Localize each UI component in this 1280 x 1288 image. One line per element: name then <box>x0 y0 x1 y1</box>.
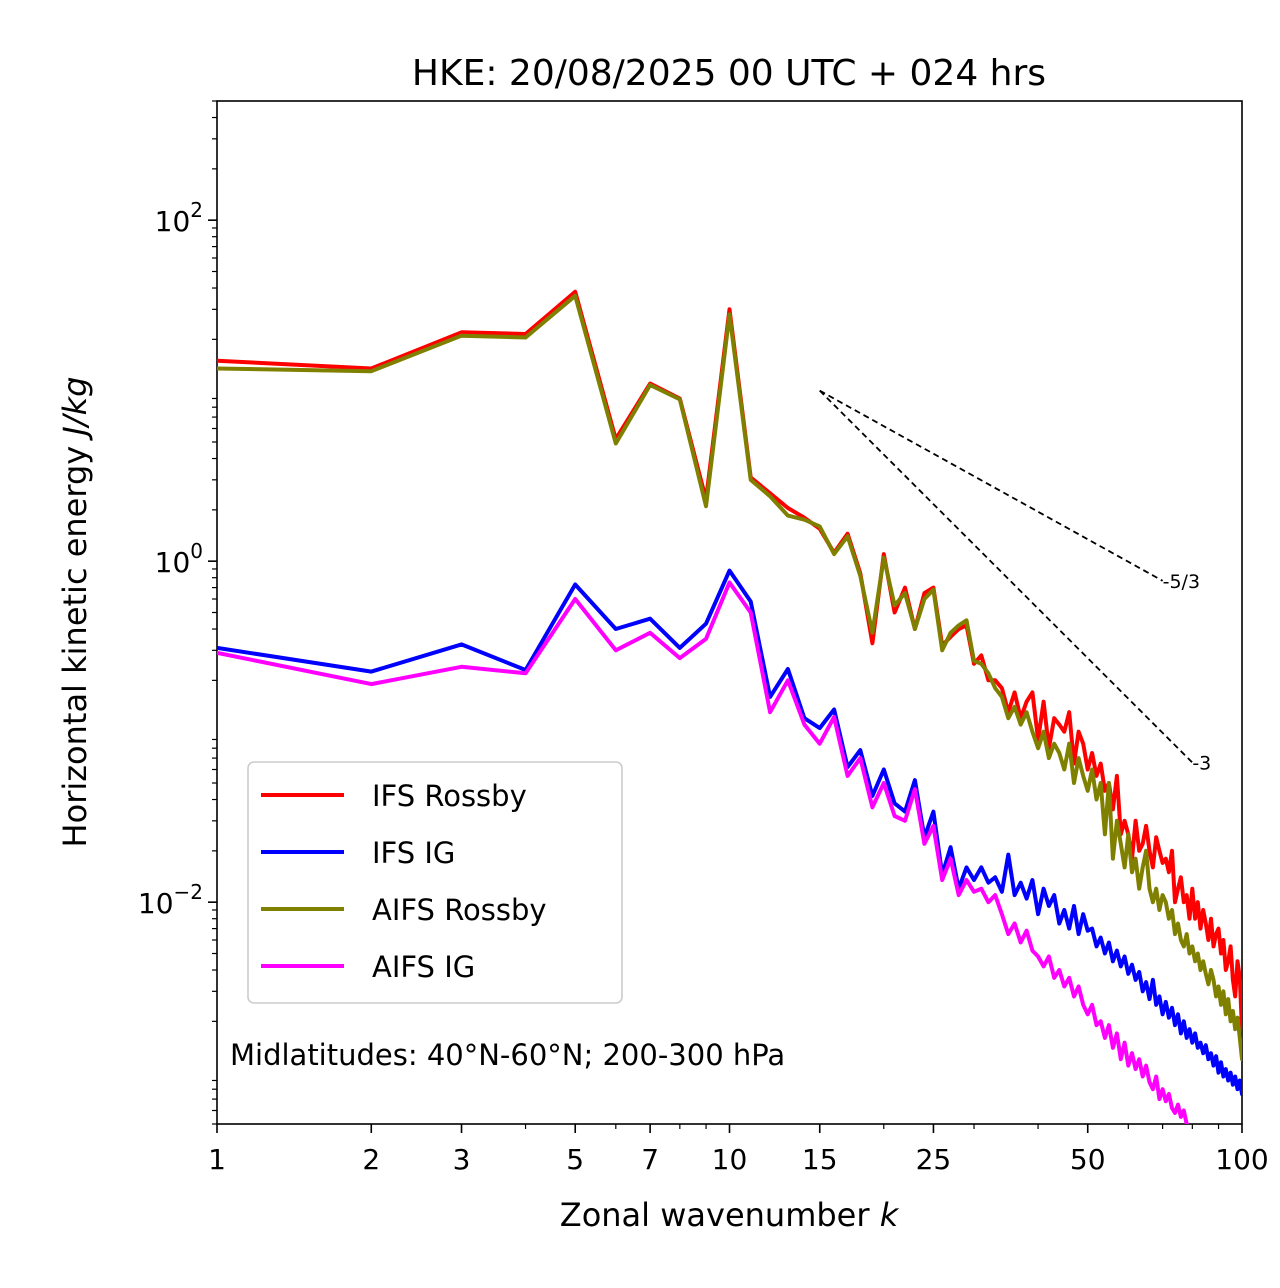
x-tick-label: 7 <box>641 1143 659 1176</box>
series-line-aifs-rossby <box>217 293 1242 1062</box>
x-tick-label: 100 <box>1215 1143 1268 1176</box>
legend-label: AIFS IG <box>372 950 475 984</box>
y-tick-label: 10−2 <box>138 880 203 920</box>
y-tick-label: 100 <box>155 539 203 579</box>
legend: IFS Rossby IFS IG AIFS Rossby AIFS IG <box>247 761 623 1004</box>
legend-box <box>247 761 623 1004</box>
x-tick-label: 15 <box>802 1143 838 1176</box>
series-line-aifs-ig <box>217 580 1190 1124</box>
legend-label: IFS IG <box>372 836 455 870</box>
y-tick-label: 102 <box>155 198 203 238</box>
x-tick-label: 2 <box>362 1143 380 1176</box>
x-tick-label: 3 <box>453 1143 471 1176</box>
chart-title: HKE: 20/08/2025 00 UTC + 024 hrs <box>412 53 1046 94</box>
reference-slopes <box>819 389 1193 764</box>
x-axis-title: Zonal wavenumber k <box>560 1196 900 1234</box>
series-group <box>217 289 1242 1124</box>
series-line-ifs-ig <box>217 568 1242 1096</box>
x-tick-label: 1 <box>208 1143 226 1176</box>
reference-slope-line <box>819 390 1193 764</box>
y-axis-ticks: 10−2 100 102 <box>138 100 217 1125</box>
x-tick-label: 50 <box>1070 1143 1106 1176</box>
reference-slope-labels: -5/3 -3 <box>1163 571 1212 775</box>
x-tick-label: 25 <box>916 1143 952 1176</box>
reference-slope-label: -5/3 <box>1163 571 1200 593</box>
x-tick-label: 5 <box>566 1143 584 1176</box>
reference-slope-label: -3 <box>1192 753 1211 775</box>
region-annotation: Midlatitudes: 40°N-60°N; 200-300 hPa <box>230 1038 785 1072</box>
y-axis-title: Horizontal kinetic energy J/kg <box>56 377 94 848</box>
x-tick-label: 10 <box>712 1143 748 1176</box>
x-axis-ticks: 1 2 3 5 7 10 15 25 50 100 <box>208 1124 1269 1176</box>
legend-label: IFS Rossby <box>372 779 527 813</box>
reference-slope-line <box>819 389 1164 582</box>
legend-label: AIFS Rossby <box>372 893 547 927</box>
